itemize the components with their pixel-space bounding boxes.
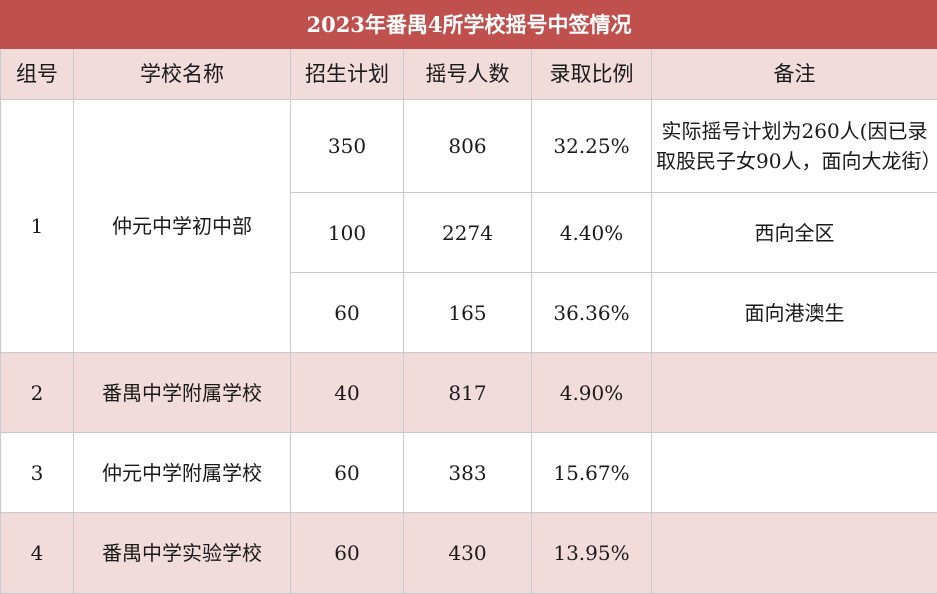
school-name-cell: 番禺中学附属学校: [74, 353, 291, 433]
note-cell: 西向全区: [652, 193, 937, 273]
table-row: 4 番禺中学实验学校 60 430 13.95%: [1, 513, 937, 594]
table-title: 2023年番禺4所学校摇号中签情况: [1, 1, 937, 49]
header-notes: 备注: [652, 49, 937, 100]
applicants-cell: 383: [404, 433, 532, 513]
header-enrollment-plan: 招生计划: [291, 49, 404, 100]
note-cell: [652, 513, 937, 594]
table-row: 3 仲元中学附属学校 60 383 15.67%: [1, 433, 937, 513]
header-admission-ratio: 录取比例: [532, 49, 652, 100]
applicants-cell: 2274: [404, 193, 532, 273]
header-group-id: 组号: [1, 49, 74, 100]
note-cell: [652, 433, 937, 513]
applicants-cell: 165: [404, 273, 532, 353]
header-row: 组号 学校名称 招生计划 摇号人数 录取比例 备注: [1, 49, 937, 100]
note-cell: 实际摇号计划为260人(因已录取股民子女90人，面向大龙街）: [652, 100, 937, 193]
plan-cell: 40: [291, 353, 404, 433]
note-cell: [652, 353, 937, 433]
header-applicants: 摇号人数: [404, 49, 532, 100]
ratio-cell: 4.90%: [532, 353, 652, 433]
school-name-cell: 番禺中学实验学校: [74, 513, 291, 594]
group-id-cell: 2: [1, 353, 74, 433]
plan-cell: 60: [291, 433, 404, 513]
ratio-cell: 13.95%: [532, 513, 652, 594]
table-row: 2 番禺中学附属学校 40 817 4.90%: [1, 353, 937, 433]
header-school-name: 学校名称: [74, 49, 291, 100]
applicants-cell: 430: [404, 513, 532, 594]
ratio-cell: 36.36%: [532, 273, 652, 353]
ratio-cell: 32.25%: [532, 100, 652, 193]
group-id-cell: 1: [1, 100, 74, 353]
school-name-cell: 仲元中学初中部: [74, 100, 291, 353]
ratio-cell: 15.67%: [532, 433, 652, 513]
title-row: 2023年番禺4所学校摇号中签情况: [1, 1, 937, 49]
ratio-cell: 4.40%: [532, 193, 652, 273]
applicants-cell: 806: [404, 100, 532, 193]
group-id-cell: 3: [1, 433, 74, 513]
plan-cell: 60: [291, 513, 404, 594]
plan-cell: 350: [291, 100, 404, 193]
plan-cell: 100: [291, 193, 404, 273]
group-id-cell: 4: [1, 513, 74, 594]
plan-cell: 60: [291, 273, 404, 353]
school-name-cell: 仲元中学附属学校: [74, 433, 291, 513]
table-row: 1 仲元中学初中部 350 806 32.25% 实际摇号计划为260人(因已录…: [1, 100, 937, 193]
note-cell: 面向港澳生: [652, 273, 937, 353]
applicants-cell: 817: [404, 353, 532, 433]
